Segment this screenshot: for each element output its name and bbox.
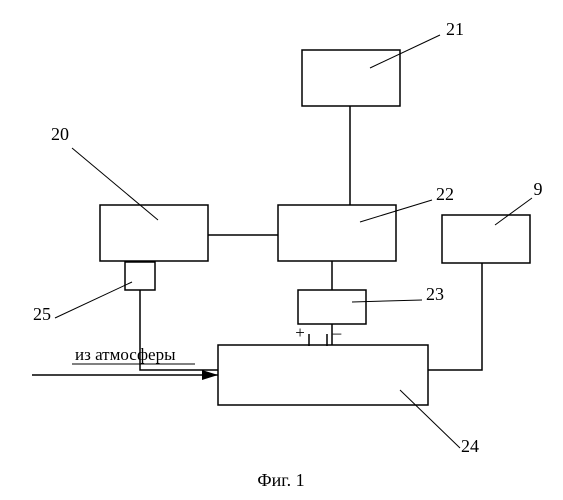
label-b24: 24: [461, 436, 479, 456]
leader-b23: [352, 300, 422, 302]
plus-symbol: +: [295, 323, 305, 342]
block-b23: [298, 290, 366, 324]
label-b23: 23: [426, 284, 444, 304]
block-b9: [442, 215, 530, 263]
atmosphere-arrow-head: [202, 370, 218, 380]
label-b9: 9: [534, 179, 543, 199]
leader-b25: [55, 282, 132, 318]
leader-b9: [495, 198, 532, 225]
leader-b20: [72, 148, 158, 220]
block-b24: [218, 345, 428, 405]
block-b21: [302, 50, 400, 106]
atmosphere-label: из атмосферы: [75, 345, 176, 364]
label-b21: 21: [446, 19, 464, 39]
label-b20: 20: [51, 124, 69, 144]
label-b25: 25: [33, 304, 51, 324]
leader-b24: [400, 390, 460, 448]
figure-caption: Фиг. 1: [257, 470, 304, 490]
label-b22: 22: [436, 184, 454, 204]
block-b25: [125, 262, 155, 290]
leader-b21: [370, 35, 440, 68]
block-b22: [278, 205, 396, 261]
block-b20: [100, 205, 208, 261]
minus-symbol: –: [332, 323, 342, 342]
edge-5: [428, 263, 482, 370]
